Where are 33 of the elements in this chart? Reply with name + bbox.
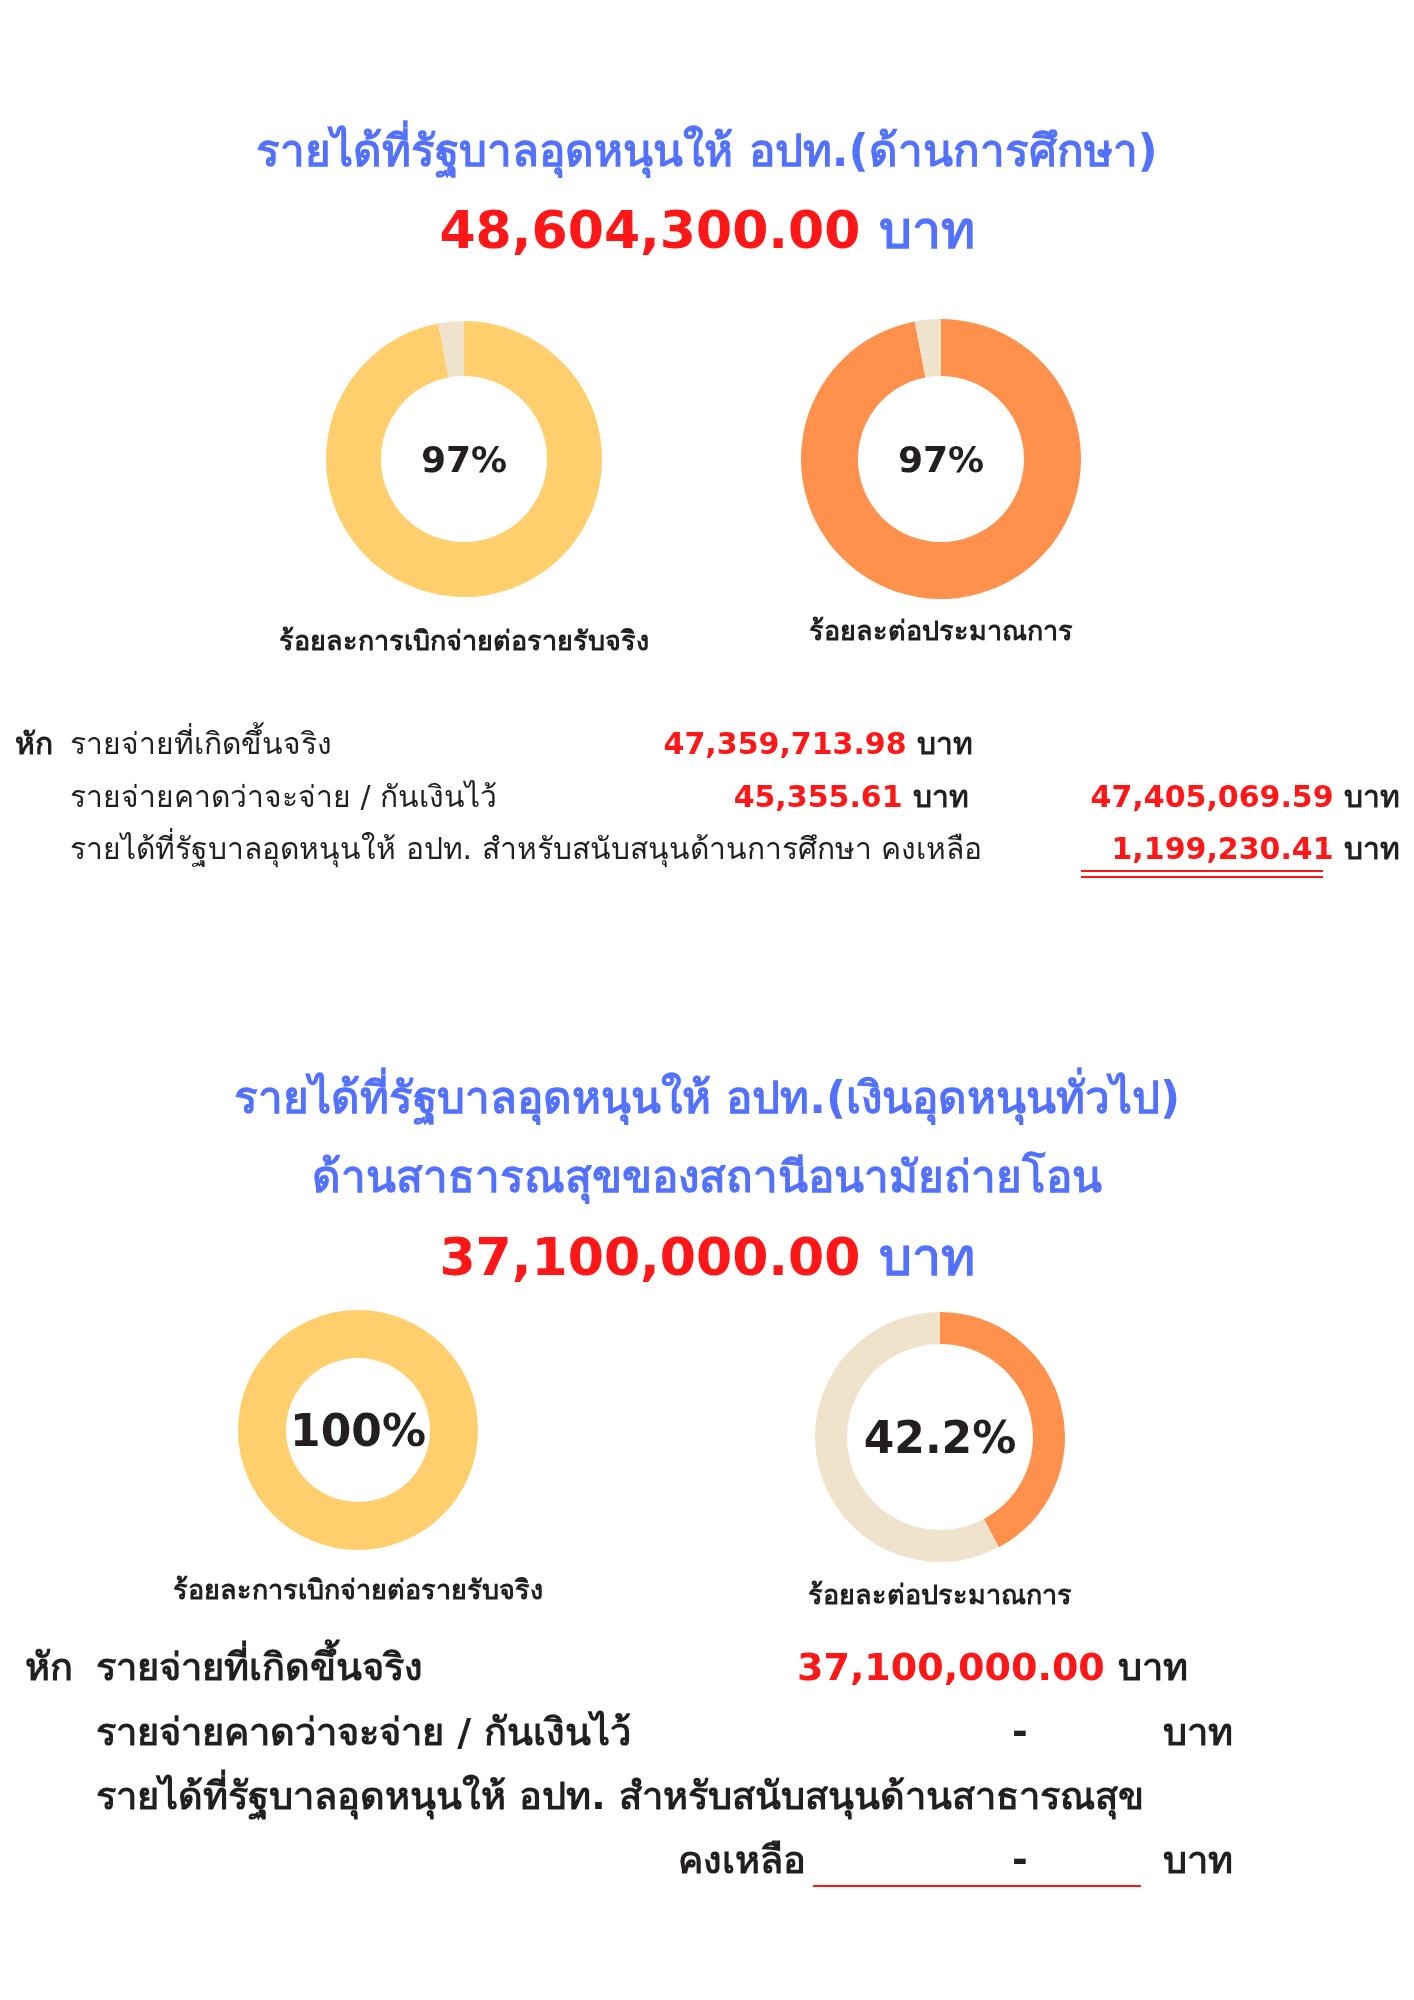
text: รายได้ที่รัฐบาลอุดหนุนให้ อปท. สำหรับสนับสนุนด้านสาธารณสุข: [96, 1768, 1144, 1823]
text: รายได้ที่รัฐบาลอุดหนุนให้ อปท.(เงินอุดหนุนทั่วไป): [233, 1066, 1181, 1127]
donut-slice: [914, 319, 941, 378]
text: ร้อยละต่อประมาณการ: [809, 613, 1073, 648]
donut-slice: [326, 321, 602, 597]
text: รายจ่ายคาดว่าจะจ่าย / กันเงินไว้: [70, 777, 498, 816]
text: 45,355.61 บาท: [733, 778, 969, 814]
text: 97%: [420, 438, 508, 480]
donut-slice: [438, 321, 464, 378]
text: 47,405,069.59 บาท: [1090, 778, 1400, 814]
text: 48,604,300.00 บาท: [439, 199, 975, 260]
text: รายจ่ายที่เกิดขึ้นจริง: [70, 721, 332, 763]
text: คงเหลือ: [678, 1836, 806, 1884]
text: รายจ่ายที่เกิดขึ้นจริง: [96, 1638, 423, 1691]
text: ร้อยละการเบิกจ่ายต่อรายรับจริง: [279, 623, 649, 658]
text: ร้อยละต่อประมาณการ: [808, 1577, 1072, 1612]
text: - บาท: [1012, 1709, 1233, 1754]
text: รายจ่ายคาดว่าจะจ่าย / กันเงินไว้: [96, 1708, 632, 1756]
text: 37,100,000.00 บาท: [439, 1226, 975, 1287]
donut-slice: [801, 319, 1081, 599]
text: หัก: [15, 724, 53, 763]
text: - บาท: [1012, 1837, 1233, 1882]
text: 97%: [897, 438, 985, 480]
text: 47,359,713.98 บาท: [663, 725, 973, 761]
text: 1,199,230.41 บาท: [1111, 830, 1400, 866]
text: หัก: [25, 1643, 73, 1691]
text: ร้อยละการเบิกจ่ายต่อรายรับจริง: [173, 1572, 543, 1607]
text: ด้านสาธารณสุขของสถานีอนามัยถ่ายโอน: [312, 1150, 1102, 1206]
text: 37,100,000.00 บาท: [797, 1644, 1188, 1689]
text: รายได้ที่รัฐบาลอุดหนุนให้ อปท. สำหรับสนับสนุนด้านการศึกษา คงเหลือ: [70, 827, 983, 870]
text: 100%: [290, 1404, 426, 1456]
text: 42.2%: [863, 1411, 1017, 1463]
text: รายได้ที่รัฐบาลอุดหนุนให้ อปท.(ด้านการศึกษา): [256, 119, 1158, 180]
